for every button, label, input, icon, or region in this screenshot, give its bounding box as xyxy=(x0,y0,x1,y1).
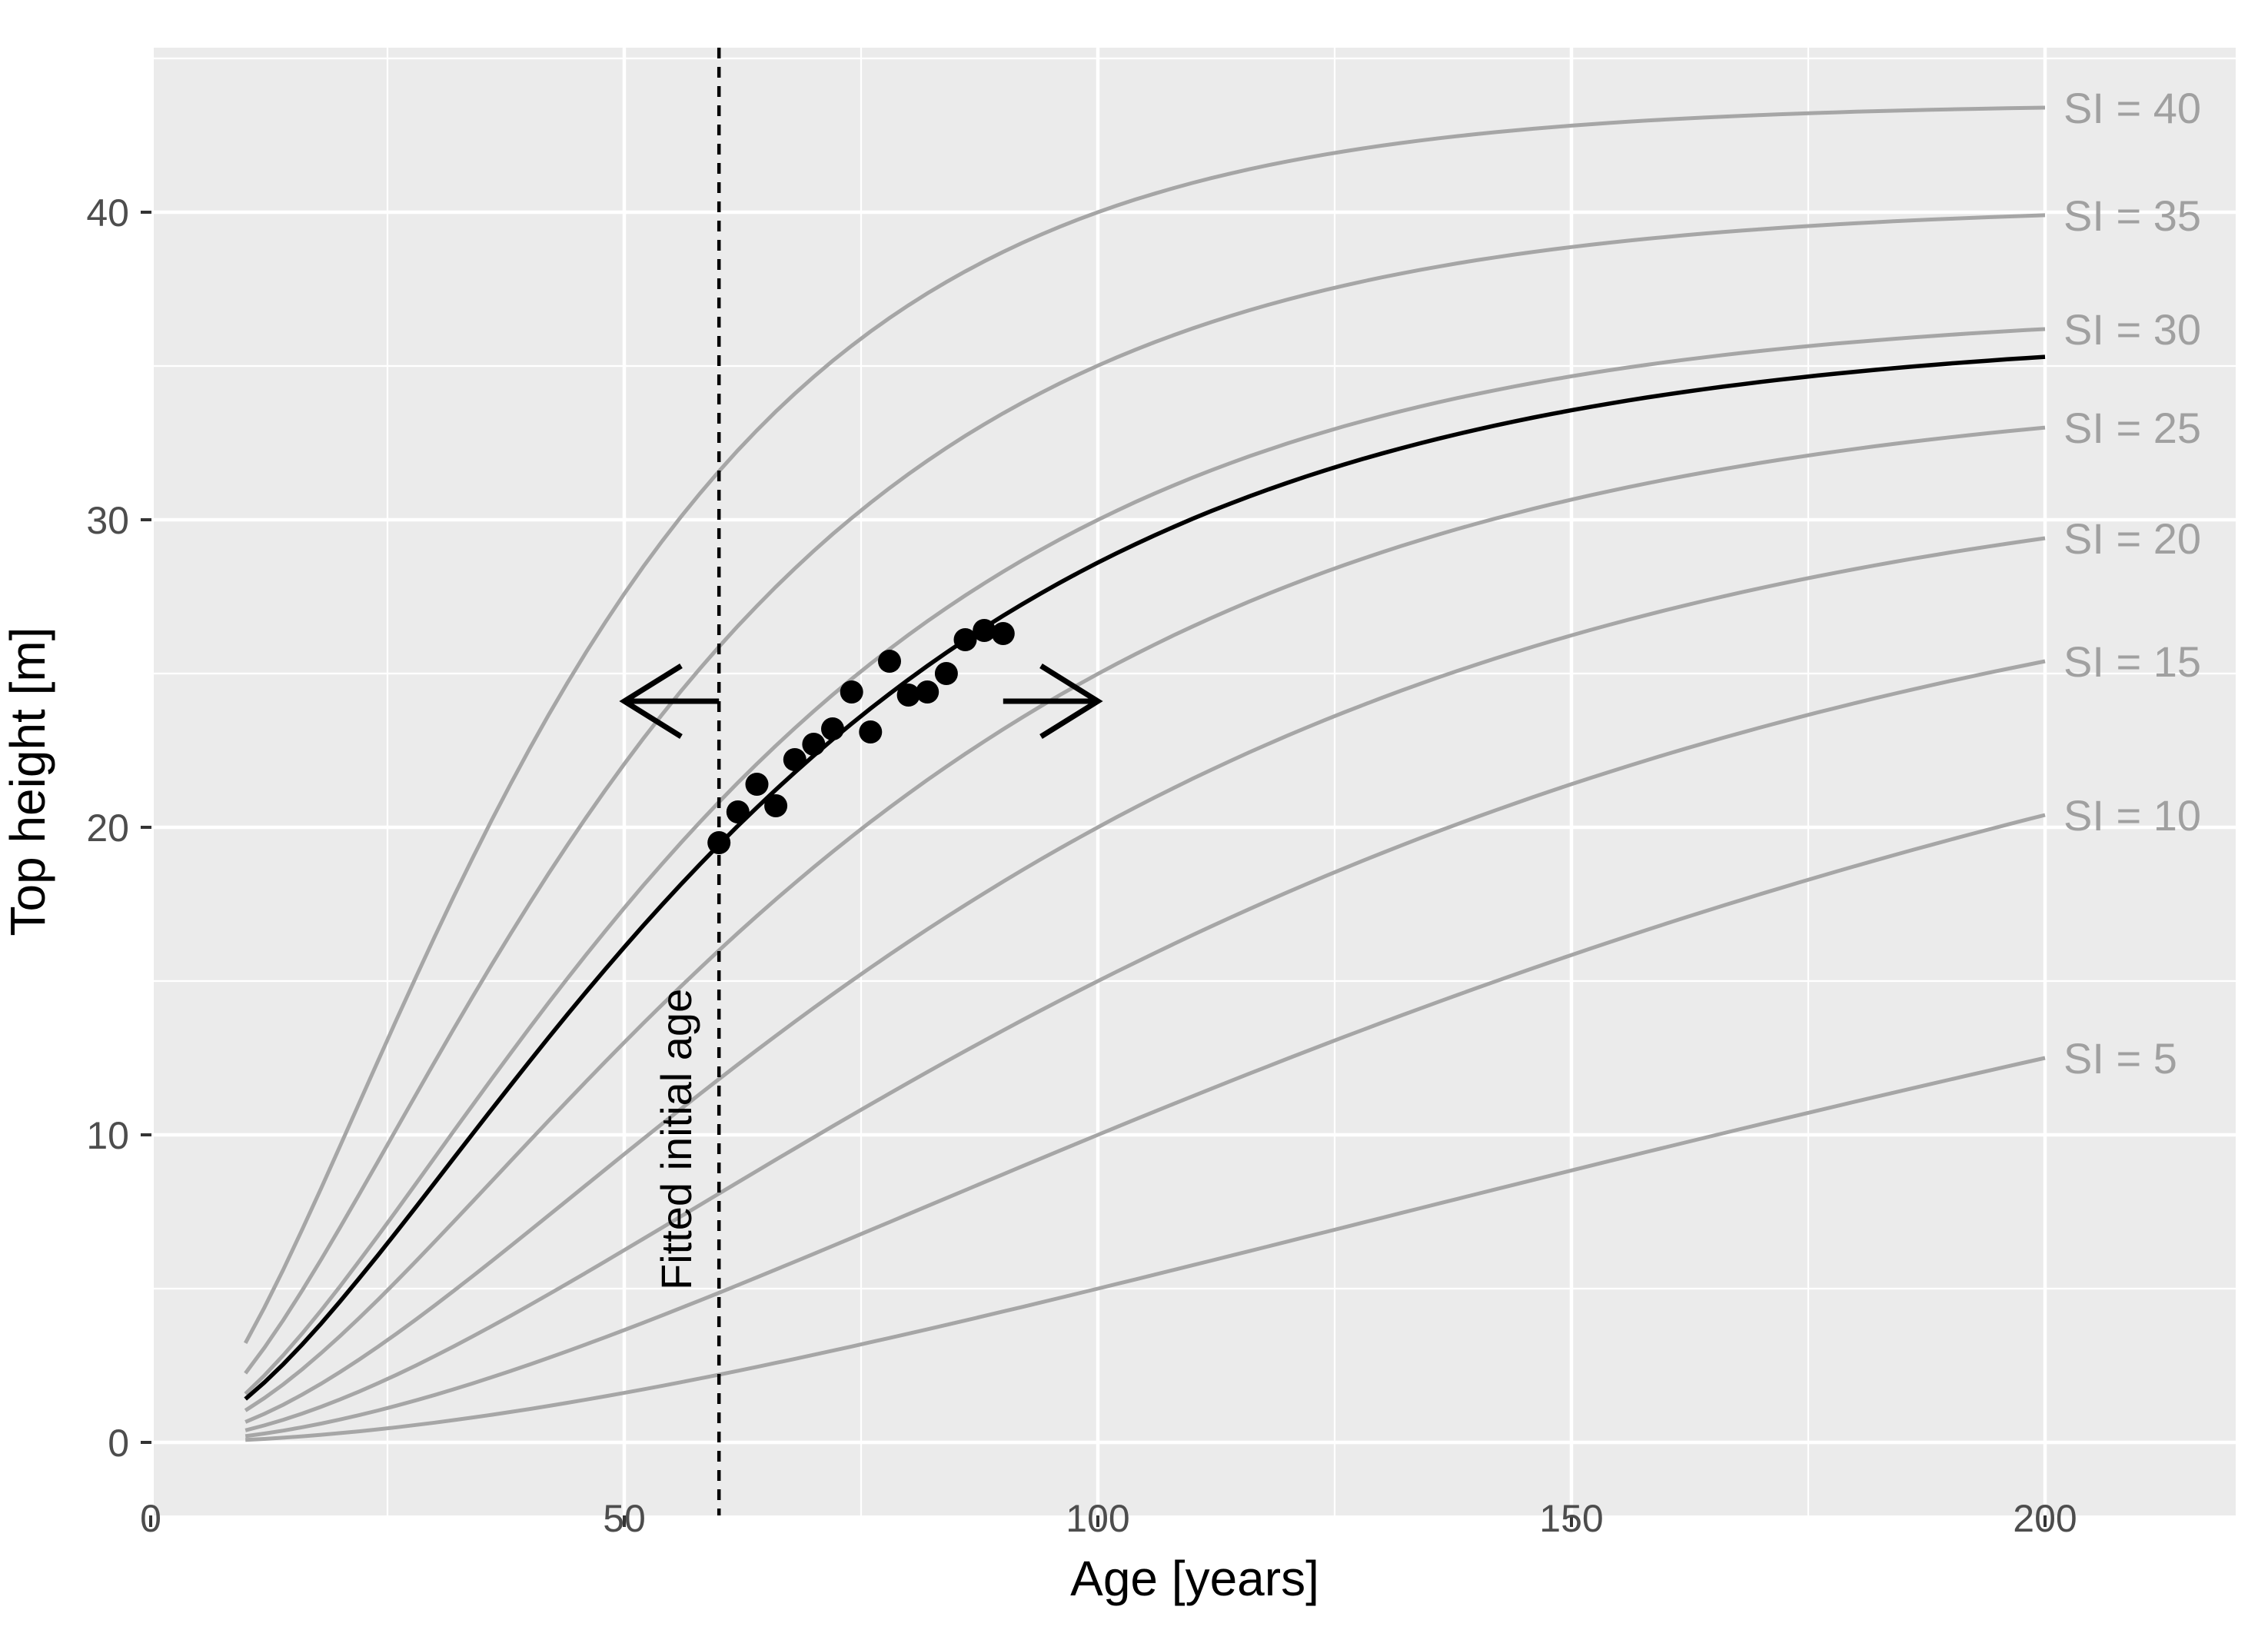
y-tick-label: 10 xyxy=(86,1114,129,1157)
y-axis-title: Top height [m] xyxy=(0,627,55,936)
y-tick-label: 40 xyxy=(86,191,129,235)
si-curve-25 xyxy=(244,425,2046,1412)
minor-gridlines xyxy=(154,48,2236,1515)
x-tick-label: 0 xyxy=(140,1497,161,1540)
x-axis-title: Age [years] xyxy=(1070,1551,1319,1606)
fitted-initial-age-label: Fitted initial age xyxy=(652,989,700,1290)
y-tick-label: 0 xyxy=(108,1422,129,1465)
si-curves xyxy=(243,105,2046,1442)
shift-arrow-left xyxy=(619,664,720,739)
y-tick-label: 20 xyxy=(86,807,129,850)
data-point xyxy=(783,748,806,771)
data-point xyxy=(973,619,996,642)
si-label-15: SI = 15 xyxy=(2063,637,2201,686)
x-axis-tick-labels: 0 50 100 150 200 xyxy=(140,1497,2077,1540)
si-label-35: SI = 35 xyxy=(2063,191,2201,240)
data-point xyxy=(821,717,844,740)
si-curve-40 xyxy=(243,105,2046,1344)
data-point xyxy=(878,650,901,673)
data-point xyxy=(726,800,750,823)
si-label-10: SI = 10 xyxy=(2063,791,2201,840)
y-tick-label: 30 xyxy=(86,499,129,542)
data-point xyxy=(916,680,939,704)
data-point xyxy=(707,831,731,854)
x-tick-label: 50 xyxy=(603,1497,646,1540)
si-curve-30 xyxy=(244,327,2046,1395)
data-point xyxy=(953,628,977,651)
si-label-5: SI = 5 xyxy=(2063,1034,2177,1083)
si-label-40: SI = 40 xyxy=(2063,84,2201,132)
si-curve-20 xyxy=(244,536,2046,1424)
si-curve-10 xyxy=(244,813,2046,1439)
si-label-20: SI = 20 xyxy=(2063,514,2201,563)
y-axis-tick-labels: 0 10 20 30 40 xyxy=(86,191,129,1465)
plot-panel xyxy=(154,48,2236,1515)
data-point xyxy=(991,622,1015,645)
si-curve-35 xyxy=(244,213,2046,1375)
data-point xyxy=(859,720,883,743)
x-tick-label: 200 xyxy=(2013,1497,2077,1540)
data-point xyxy=(802,733,826,756)
fitted-curve xyxy=(244,354,2046,1401)
scatter-points xyxy=(707,619,1015,854)
si-curve-5 xyxy=(245,1056,2046,1442)
data-point xyxy=(764,794,788,817)
major-gridlines xyxy=(154,48,2236,1515)
data-point xyxy=(896,684,920,707)
si-curve-15 xyxy=(244,659,2046,1432)
shift-arrows xyxy=(619,664,1103,739)
data-point xyxy=(745,773,769,796)
data-point xyxy=(934,662,958,685)
x-tick-label: 100 xyxy=(1066,1497,1129,1540)
data-point xyxy=(840,680,863,704)
axis-tick-marks xyxy=(141,211,2047,1527)
shift-arrow-right xyxy=(1003,664,1103,739)
si-label-30: SI = 30 xyxy=(2063,305,2201,354)
si-curve-labels: SI = 40 SI = 35 SI = 30 SI = 25 SI = 20 SI = … xyxy=(2063,84,2201,1083)
si-label-25: SI = 25 xyxy=(2063,404,2201,452)
x-tick-label: 150 xyxy=(1539,1497,1603,1540)
